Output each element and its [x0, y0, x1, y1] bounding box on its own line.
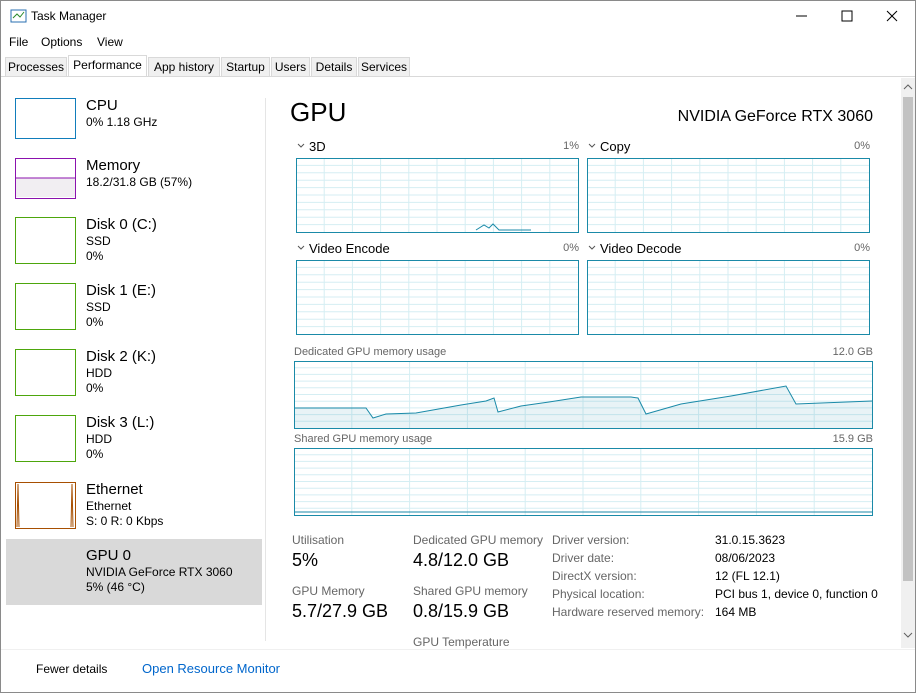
- detail-label: Hardware reserved memory:: [552, 605, 705, 619]
- sidebar-name[interactable]: Disk 3 (L:): [86, 414, 155, 431]
- memory-graph-name: Shared GPU memory usage: [294, 433, 433, 445]
- scroll-thumb[interactable]: [903, 97, 913, 581]
- chevron: [297, 245, 305, 250]
- sidebar-detail[interactable]: HDD: [86, 432, 112, 446]
- sidebar-detail[interactable]: NVIDIA GeForce RTX 3060: [86, 565, 233, 579]
- app-icon-line: [12, 11, 25, 19]
- stat-value: 4.8/12.0 GB: [413, 550, 510, 570]
- chevron: [588, 245, 596, 250]
- tab[interactable]: Processes: [5, 57, 67, 76]
- ethernet-spikes: [16, 483, 74, 528]
- detail-label: Driver date:: [552, 551, 615, 565]
- sidebar-name[interactable]: Disk 2 (K:): [86, 348, 157, 365]
- sidebar-name[interactable]: Memory: [86, 157, 141, 174]
- engine-name[interactable]: Video Decode: [600, 241, 682, 256]
- sidebar-detail[interactable]: 18.2/31.8 GB (57%): [86, 175, 193, 189]
- sidebar-name[interactable]: CPU: [86, 97, 118, 114]
- sidebar-graph: [15, 217, 76, 264]
- selected-bg[interactable]: [6, 539, 262, 605]
- tab[interactable]: Startup: [221, 57, 270, 76]
- maximize[interactable]: [841, 10, 853, 22]
- memory-graph-name: Dedicated GPU memory usage: [294, 346, 447, 358]
- engine-name[interactable]: Video Encode: [309, 241, 390, 256]
- memory-fill: [16, 178, 75, 197]
- engine-name[interactable]: 3D: [309, 139, 326, 154]
- chevron: [588, 143, 596, 148]
- detail-label: DirectX version:: [552, 569, 637, 583]
- sidebar-graph: [15, 158, 76, 199]
- engine-value: 0%: [854, 242, 870, 254]
- sidebar-detail[interactable]: SSD: [86, 300, 111, 314]
- shared-memory-graph: [294, 448, 873, 516]
- stat-value: 5.7/27.9 GB: [292, 601, 389, 621]
- sidebar-detail[interactable]: SSD: [86, 234, 111, 248]
- tab[interactable]: Performance: [68, 55, 147, 76]
- menu-item[interactable]: Options: [41, 35, 83, 49]
- sidebar-detail[interactable]: 5% (46 °C): [86, 580, 145, 594]
- dedicated-line: [294, 385, 873, 419]
- scroll-arrows[interactable]: [903, 84, 913, 638]
- dedicated-memory-graph: [294, 361, 873, 429]
- sidebar-graph: [15, 482, 76, 529]
- tab[interactable]: App history: [148, 57, 220, 76]
- fewer-details[interactable]: Fewer details: [36, 662, 108, 676]
- sidebar-detail[interactable]: 0%: [86, 249, 104, 263]
- stat-value: 5%: [292, 550, 319, 570]
- chevron: [297, 143, 305, 148]
- detail-value: 08/06/2023: [715, 551, 776, 565]
- sidebar-name[interactable]: Disk 0 (C:): [86, 216, 157, 233]
- sidebar-name[interactable]: Disk 1 (E:): [86, 282, 157, 299]
- stat-value: 0.8/15.9 GB: [413, 601, 510, 621]
- engine-usage-line: [475, 223, 531, 231]
- engine-value: 1%: [563, 140, 579, 152]
- sidebar-detail[interactable]: 0%: [86, 381, 104, 395]
- sidebar-name[interactable]: GPU 0: [86, 547, 132, 564]
- detail-value: 164 MB: [715, 605, 757, 619]
- stat-label: GPU Temperature: [413, 635, 510, 649]
- stat-label: Utilisation: [292, 533, 345, 547]
- engine-value: 0%: [854, 140, 870, 152]
- sidebar-detail[interactable]: 0% 1.18 GHz: [86, 115, 158, 129]
- footer-bg: [1, 650, 915, 692]
- gpu-device: NVIDIA GeForce RTX 3060: [677, 108, 873, 125]
- sidebar-detail[interactable]: 0%: [86, 447, 104, 461]
- detail-label: Physical location:: [552, 587, 645, 601]
- menu-item[interactable]: File: [9, 35, 29, 49]
- engine-graph: [587, 260, 870, 335]
- sidebar-name[interactable]: Ethernet: [86, 481, 143, 498]
- stat-label: Dedicated GPU memory: [413, 533, 544, 547]
- detail-value: 12 (FL 12.1): [715, 569, 780, 583]
- close[interactable]: [886, 10, 898, 22]
- detail-label: Driver version:: [552, 533, 630, 547]
- sidebar-graph: [15, 98, 76, 139]
- gpu-title: GPU: [290, 97, 347, 127]
- engine-graph: [296, 158, 579, 233]
- sidebar-detail[interactable]: HDD: [86, 366, 112, 380]
- tab[interactable]: Users: [271, 57, 310, 76]
- engine-graph: [296, 260, 579, 335]
- sidebar-graph: [15, 415, 76, 462]
- sidebar-graph: [15, 283, 76, 330]
- tab[interactable]: Details: [311, 57, 357, 76]
- memory-graph-max: 12.0 GB: [832, 346, 873, 358]
- sidebar-detail[interactable]: Ethernet: [86, 499, 132, 513]
- tab[interactable]: Services: [358, 57, 410, 76]
- menu-item[interactable]: View: [97, 35, 123, 49]
- stat-label: Shared GPU memory: [413, 584, 528, 598]
- detail-value: 31.0.15.3623: [715, 533, 786, 547]
- engine-name[interactable]: Copy: [600, 139, 631, 154]
- engine-graph: [587, 158, 870, 233]
- dedicated-area: [294, 386, 872, 428]
- resource-monitor-link[interactable]: Open Resource Monitor: [142, 661, 281, 676]
- detail-value: PCI bus 1, device 0, function 0: [715, 587, 878, 601]
- stat-label: GPU Memory: [292, 584, 365, 598]
- sidebar-graph: [15, 349, 76, 396]
- sidebar-detail[interactable]: S: 0 R: 0 Kbps: [86, 514, 164, 528]
- sidebar-detail[interactable]: 0%: [86, 315, 104, 329]
- window-title: Task Manager: [31, 9, 107, 23]
- engine-value: 0%: [563, 242, 579, 254]
- memory-graph-max: 15.9 GB: [832, 433, 873, 445]
